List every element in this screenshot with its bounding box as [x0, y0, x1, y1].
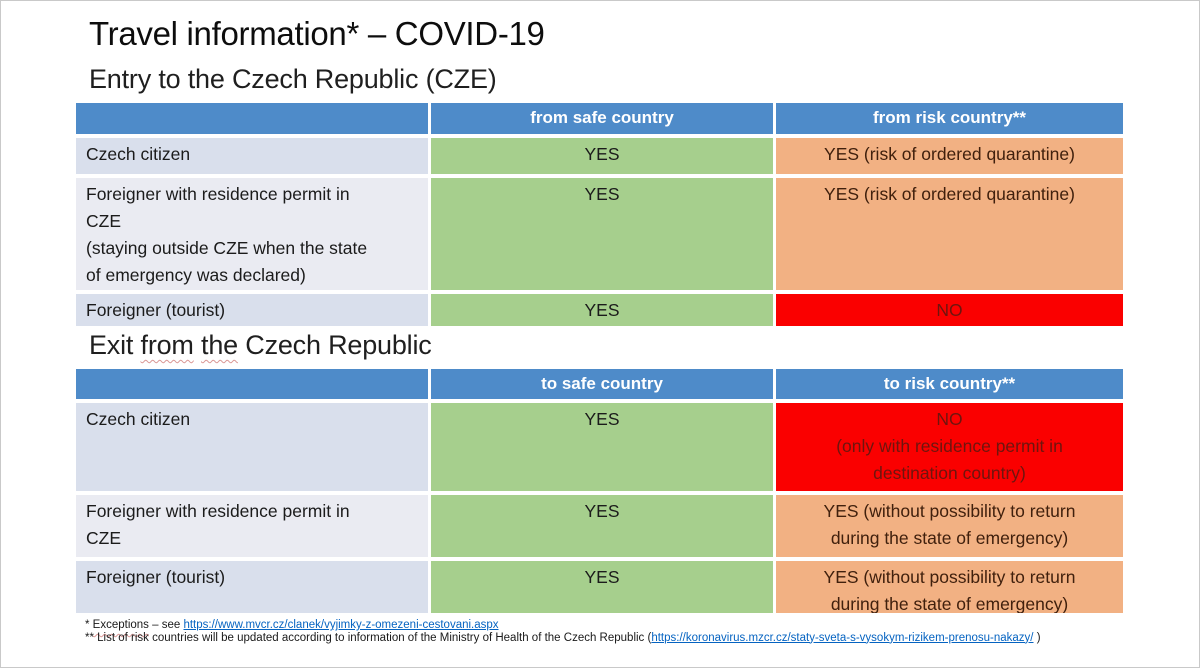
- entry-row-foreigner-tourist-safe-cell: YES: [431, 294, 773, 326]
- exit-row-czech-citizen-safe-cell: YES: [431, 403, 773, 491]
- exit-row-foreigner-permit-risk-cell: YES (without possibility to return durin…: [776, 495, 1123, 557]
- exit-section-heading: Exit from the Czech Republic: [89, 330, 432, 361]
- exit-heading-wavy-the: the: [201, 330, 238, 360]
- exit-row-foreigner-tourist-label: Foreigner (tourist): [76, 561, 428, 613]
- entry-row-foreigner-tourist-risk-cell: NO: [776, 294, 1123, 326]
- footnote1-mid: – see: [148, 619, 184, 631]
- exit-row-foreigner-tourist-risk-cell: YES (without possibility to return durin…: [776, 561, 1123, 613]
- exit-header-risk: to risk country**: [776, 369, 1123, 399]
- entry-header-safe: from safe country: [431, 103, 773, 134]
- entry-header-empty: [76, 103, 428, 134]
- entry-row-foreigner-permit-risk-cell: YES (risk of ordered quarantine): [776, 178, 1123, 290]
- entry-row-czech-citizen-safe-cell: YES: [431, 138, 773, 174]
- exit-heading-pre: Exit: [89, 330, 141, 360]
- exit-table: to safe country to risk country** Czech …: [76, 369, 1123, 613]
- exit-heading-wavy-from: from: [140, 330, 194, 360]
- mzcr-risk-countries-link[interactable]: https://koronavirus.mzcr.cz/staty-sveta-…: [651, 631, 1034, 644]
- entry-row-czech-citizen-risk-cell: YES (risk of ordered quarantine): [776, 138, 1123, 174]
- exit-heading-post: Czech Republic: [237, 330, 432, 360]
- footnote1-prefix: *: [85, 619, 93, 631]
- entry-row-foreigner-permit-safe-cell: YES: [431, 178, 773, 290]
- exit-row-czech-citizen-risk-cell: NO (only with residence permit in destin…: [776, 403, 1123, 491]
- slide-title: Travel information* – COVID-19: [89, 15, 545, 52]
- exit-row-foreigner-permit-label: Foreigner with residence permit in CZE: [76, 495, 428, 557]
- entry-table: from safe country from risk country** Cz…: [76, 103, 1123, 326]
- footnotes: * Exceptions – see https://www.mvcr.cz/c…: [85, 619, 1115, 644]
- entry-section-heading: Entry to the Czech Republic (CZE): [89, 64, 497, 94]
- exit-heading-sep: [194, 330, 201, 360]
- entry-row-foreigner-tourist-label: Foreigner (tourist): [76, 294, 428, 326]
- entry-row-foreigner-permit-label: Foreigner with residence permit in CZE (…: [76, 178, 428, 290]
- exit-header-safe: to safe country: [431, 369, 773, 399]
- exit-row-foreigner-tourist-safe-cell: YES: [431, 561, 773, 613]
- footnote2-suffix: ): [1033, 631, 1041, 644]
- footnote2-text: ** List of risk countries will be update…: [85, 631, 652, 644]
- footnote1-exceptions-word: Exceptions: [92, 619, 149, 631]
- exit-header-empty: [76, 369, 428, 399]
- footnote-risk-countries: ** List of risk countries will be update…: [85, 632, 1115, 645]
- exit-row-foreigner-permit-safe-cell: YES: [431, 495, 773, 557]
- footnote-exceptions: * Exceptions – see https://www.mvcr.cz/c…: [85, 619, 1115, 632]
- exit-row-czech-citizen-label: Czech citizen: [76, 403, 428, 491]
- entry-header-risk: from risk country**: [776, 103, 1123, 134]
- entry-row-czech-citizen-label: Czech citizen: [76, 138, 428, 174]
- mvcr-exceptions-link[interactable]: https://www.mvcr.cz/clanek/vyjimky-z-ome…: [183, 619, 499, 631]
